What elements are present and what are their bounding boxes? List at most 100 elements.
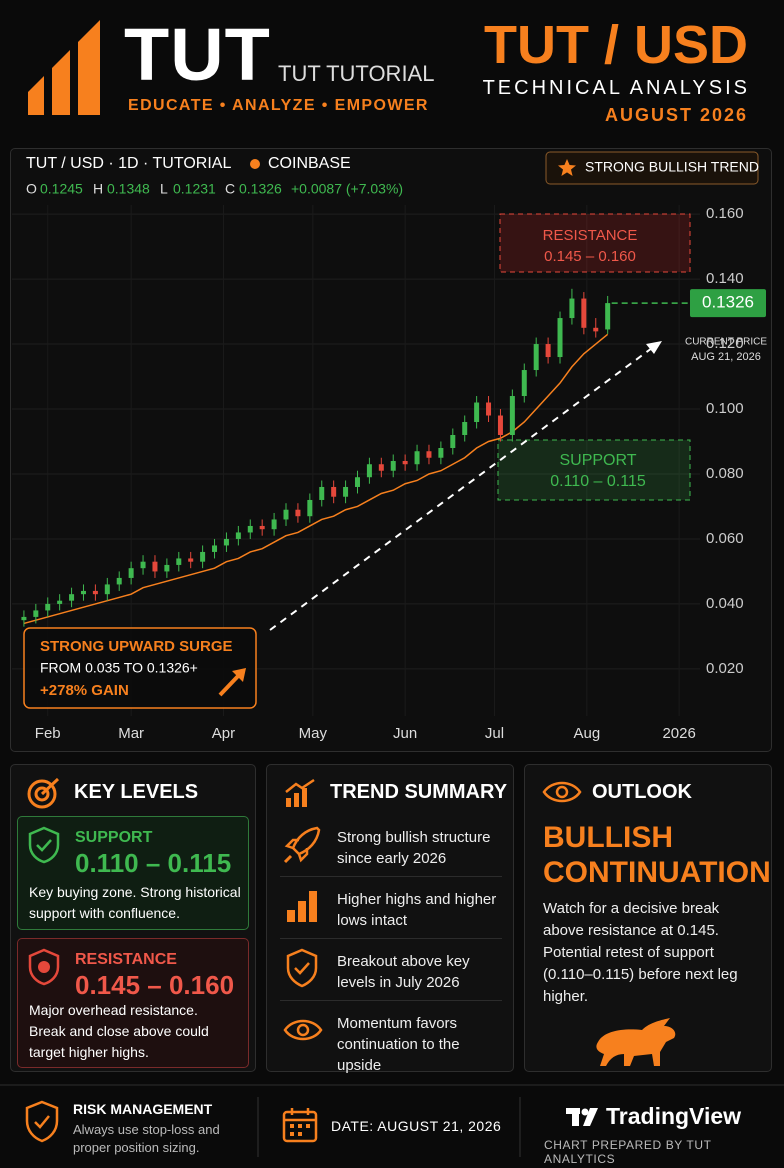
x-tick-label: Jul <box>485 725 504 742</box>
support-text: Key buying zone. Strong historical suppo… <box>29 884 241 921</box>
eye-icon <box>283 1019 323 1041</box>
candle-body <box>283 509 289 520</box>
candle-body <box>223 538 229 546</box>
y-tick-label: 0.020 <box>706 660 744 677</box>
y-tick-label: 0.100 <box>706 400 744 417</box>
report-date: AUGUST 2026 <box>604 105 748 125</box>
candle-body <box>497 415 503 435</box>
brand-mark <box>566 1108 598 1126</box>
price-tag-text: 0.1326 <box>702 293 754 312</box>
x-tick-label: Mar <box>118 725 144 742</box>
candle-body <box>271 519 277 530</box>
candle-body <box>486 402 492 416</box>
candle-body <box>247 525 253 533</box>
candle-body <box>533 344 539 371</box>
candle-body <box>331 486 337 497</box>
y-tick-label: 0.040 <box>706 595 744 612</box>
candle-body <box>366 464 372 478</box>
ohlc-letter: L <box>160 181 168 197</box>
trend-arrow <box>269 347 653 631</box>
x-tick-label: Apr <box>212 725 235 742</box>
resistance-text: Major overhead resistance. Break and clo… <box>29 1002 209 1060</box>
calendar-icon <box>282 1108 318 1143</box>
candle-body <box>176 558 182 565</box>
surge-title: STRONG UPWARD SURGE <box>40 638 233 655</box>
candle-body <box>21 616 27 621</box>
risk-text: Always use stop-loss and proper position… <box>73 1122 220 1155</box>
trend-item: Momentum favors continuation to the upsi… <box>337 1015 460 1074</box>
candle-body <box>462 422 468 435</box>
resistance-range: 0.145 – 0.160 <box>544 248 636 265</box>
candle-body <box>235 532 241 539</box>
shield-icon <box>25 1100 59 1143</box>
candle-body <box>319 486 325 500</box>
candle-body <box>140 561 146 569</box>
trend-item: Higher highs and higher lows intact <box>337 891 497 929</box>
y-tick-label: 0.140 <box>706 270 744 287</box>
candle-body <box>259 525 265 530</box>
candle-body <box>378 464 384 471</box>
surge-gain: +278% GAIN <box>40 682 129 699</box>
y-tick-label: 0.080 <box>706 465 744 482</box>
candle-body <box>92 590 98 595</box>
ohlc-value: 0.1326 <box>239 181 282 197</box>
candle-body <box>33 610 39 617</box>
candle-body <box>128 568 134 578</box>
candle-body <box>80 590 86 595</box>
candle-body <box>402 460 408 465</box>
support-label: SUPPORT <box>75 829 153 846</box>
y-tick-label: 0.160 <box>706 205 744 222</box>
trend-icon <box>285 778 315 807</box>
rocket-icon <box>283 826 321 864</box>
subtitle: TUT TUTORIAL <box>278 61 435 86</box>
separator <box>280 1000 502 1001</box>
resistance-range: 0.145 – 0.160 <box>75 970 235 1000</box>
candle-body <box>164 564 170 572</box>
x-tick-label: Jun <box>393 725 417 742</box>
candle-body <box>45 603 51 611</box>
bull-icon <box>596 1018 676 1066</box>
exchange-dot <box>250 159 260 169</box>
prepared-by: CHART PREPARED BY TUT ANALYTICS <box>544 1138 712 1166</box>
shield-icon <box>28 826 60 864</box>
badge-text: STRONG BULLISH TREND <box>585 159 759 175</box>
candle-body <box>390 460 396 471</box>
panel-title: TREND SUMMARY <box>330 781 508 803</box>
pair-title: TUT / USD <box>484 15 748 75</box>
surge-icon <box>218 672 242 697</box>
panel-title: OUTLOOK <box>592 781 692 803</box>
candle-body <box>188 558 194 562</box>
candle-body <box>545 344 551 358</box>
risk-title: RISK MANAGEMENT <box>73 1101 213 1117</box>
candle-body <box>581 298 587 328</box>
trend-item: Breakout above key levels in July 2026 <box>337 953 470 991</box>
candle-body <box>307 499 313 517</box>
resistance-card <box>17 938 249 1068</box>
y-tick-label: 0.060 <box>706 530 744 547</box>
x-tick-label: May <box>299 725 328 742</box>
surge-box <box>23 627 257 709</box>
ohlc-letter: H <box>93 181 103 197</box>
candle-body <box>569 298 575 319</box>
badge-star <box>558 159 576 176</box>
ohlc-value: 0.1245 <box>40 181 83 197</box>
shield-icon <box>28 948 60 986</box>
footer-date: DATE: AUGUST 21, 2026 <box>331 1118 502 1134</box>
candle-body <box>200 551 206 562</box>
trend-item: Strong bullish structure since early 202… <box>337 829 491 867</box>
ohlc-letter: C <box>225 181 235 197</box>
candle-body <box>69 594 75 601</box>
logo-mark <box>28 20 100 115</box>
separator <box>280 876 502 877</box>
ohlc-value: 0.1231 <box>173 181 216 197</box>
candle-body <box>474 402 480 423</box>
outlook-panel <box>524 764 772 1072</box>
bars-icon <box>287 891 317 922</box>
trend-arrow-head <box>646 341 662 354</box>
candle-body <box>438 447 444 458</box>
x-tick-label: Feb <box>35 725 61 742</box>
resistance-zone <box>499 213 691 273</box>
logo-text: TUT <box>124 13 271 96</box>
